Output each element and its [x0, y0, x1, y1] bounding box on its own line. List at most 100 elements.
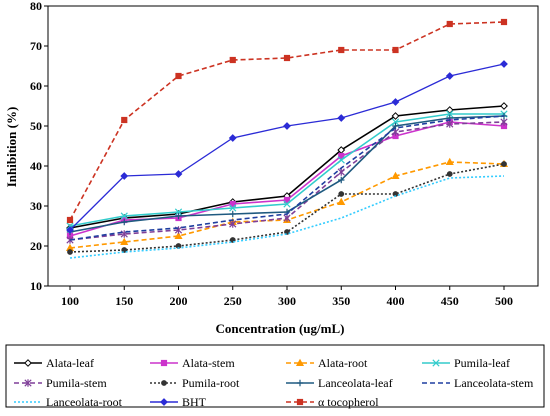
data-point [392, 122, 399, 130]
series-line [69, 21, 505, 221]
legend-label: α tocopherol [318, 395, 379, 409]
legend-item: Lanceolata-root [14, 395, 123, 409]
data-point [500, 18, 508, 26]
y-axis: 10 20 30 40 50 60 70 80 [30, 0, 48, 293]
legend-marker [24, 379, 32, 387]
data-point [66, 226, 74, 234]
data-point [338, 46, 345, 54]
data-point [391, 112, 400, 120]
data-point [174, 208, 183, 216]
data-point [228, 134, 237, 142]
legend-label: Alata-stem [182, 356, 235, 370]
data-point [337, 197, 346, 206]
data-point [284, 229, 290, 235]
data-point [67, 249, 73, 255]
legend-item: Pumila-leaf [422, 356, 510, 370]
series-line [69, 63, 505, 231]
y-tick-label: 80 [30, 0, 42, 13]
data-point [283, 54, 291, 62]
legend-marker [160, 398, 168, 406]
data-point [500, 60, 508, 68]
data-point [337, 168, 345, 176]
data-point [120, 237, 129, 246]
data-point [121, 218, 128, 226]
data-point [121, 247, 128, 253]
legend-item: α tocopherol [286, 395, 379, 409]
data-point [121, 116, 128, 124]
data-point [229, 204, 237, 212]
legend-item: Lanceolata-stem [422, 376, 534, 390]
data-point [337, 114, 346, 122]
legend-marker [296, 379, 304, 387]
series-7 [69, 115, 505, 241]
legend-label: Lanceolata-root [46, 395, 123, 409]
data-point [229, 56, 236, 64]
data-point [391, 171, 400, 180]
data-point [229, 200, 236, 208]
series-line [69, 115, 505, 241]
data-point [338, 191, 345, 197]
series-5 [67, 161, 507, 255]
y-tick-label: 20 [30, 239, 42, 253]
data-point [175, 212, 182, 220]
data-point [66, 216, 74, 224]
y-tick-label: 40 [30, 159, 42, 173]
plot-area [47, 5, 539, 287]
legend-marker [161, 380, 167, 386]
data-point [283, 214, 291, 222]
y-tick-label: 10 [30, 279, 42, 293]
legend-item: Lanceolata-leaf [286, 376, 393, 390]
data-point [391, 118, 400, 126]
series-10 [66, 18, 508, 224]
data-point [175, 72, 182, 80]
data-point [445, 72, 454, 80]
data-point [446, 120, 454, 128]
y-tick-label: 30 [30, 199, 42, 213]
data-point [120, 212, 128, 220]
data-point [283, 200, 291, 208]
x-tick-label: 100 [61, 294, 79, 308]
data-point [174, 231, 183, 240]
data-point [283, 122, 291, 130]
x-tick-label: 450 [441, 294, 459, 308]
data-point [120, 172, 129, 180]
x-tick-label: 400 [387, 294, 405, 308]
legend-label: Lanceolata-leaf [318, 376, 393, 390]
legend-item: Pumila-stem [14, 376, 107, 390]
legend: Alata-leaf Alata-stem Alata-root Pumila-lea… [14, 356, 534, 409]
data-point [500, 118, 508, 126]
legend-marker [24, 359, 32, 367]
legend-label: Pumila-root [182, 376, 240, 390]
plot-border [47, 5, 539, 287]
data-point [446, 20, 453, 28]
series-8 [69, 175, 505, 259]
x-tick-label: 250 [224, 294, 242, 308]
legend-marker [296, 398, 304, 406]
data-point [446, 110, 454, 118]
legend-item: Alata-leaf [14, 356, 94, 370]
data-point [392, 46, 399, 54]
data-point [229, 220, 237, 228]
legend-marker [160, 359, 168, 367]
legend-label: Pumila-leaf [454, 356, 510, 370]
y-tick-label: 50 [30, 119, 42, 133]
legend-frame [5, 344, 545, 408]
x-axis: 100 150 200 250 300 350 400 450 500 [61, 286, 513, 308]
data-point [501, 161, 507, 167]
data-point [338, 176, 345, 184]
legend-item: Alata-root [286, 356, 368, 370]
legend-marker [295, 358, 305, 367]
data-point [391, 98, 400, 106]
legend-label: BHT [182, 395, 207, 409]
data-point [338, 152, 345, 160]
legend-label: Lanceolata-stem [454, 376, 534, 390]
x-tick-label: 150 [115, 294, 133, 308]
series-line [69, 161, 505, 249]
data-point [500, 102, 508, 110]
series-layer [65, 18, 509, 259]
y-tick-label: 70 [30, 39, 42, 53]
legend-item: Alata-stem [150, 356, 235, 370]
x-tick-label: 500 [495, 294, 513, 308]
